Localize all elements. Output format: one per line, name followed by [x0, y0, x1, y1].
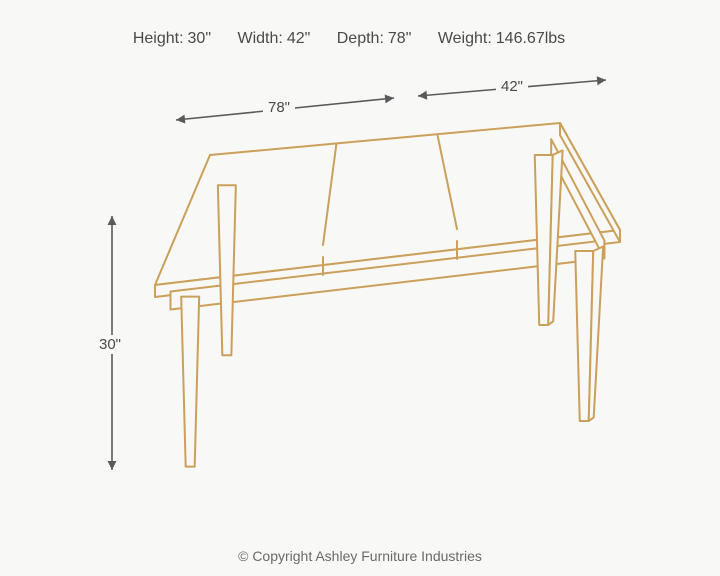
table-diagram: [0, 0, 720, 576]
dim-depth-label: 78": [263, 98, 295, 117]
copyright-line: © Copyright Ashley Furniture Industries: [0, 548, 720, 564]
dim-height-label: 30": [94, 335, 126, 354]
dim-width-label: 42": [496, 77, 528, 96]
